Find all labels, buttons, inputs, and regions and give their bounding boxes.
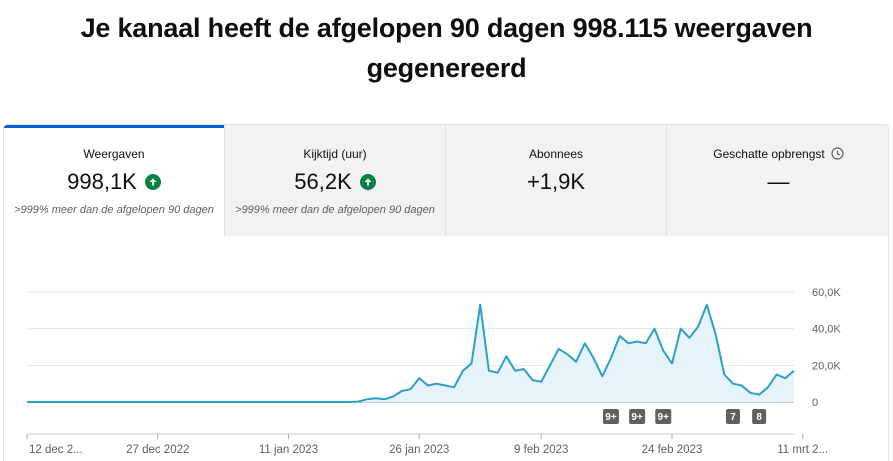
tab-label: Weergaven xyxy=(83,147,145,161)
tab-geschatte-opbrengst[interactable]: Geschatte opbrengst — xyxy=(666,125,888,236)
x-tick-label: 26 jan 2023 xyxy=(389,444,449,456)
y-tick-label: 0 xyxy=(812,397,818,409)
annotation-badge xyxy=(629,409,646,424)
tab-value: 998,1K xyxy=(67,169,137,194)
headline-line-2: gegenereerd xyxy=(366,53,527,83)
x-tick-label: 12 dec 2... xyxy=(29,444,83,456)
tab-abonnees[interactable]: Abonnees +1,9K xyxy=(445,125,666,236)
page-headline: Je kanaal heeft de afgelopen 90 dagen 99… xyxy=(0,8,893,88)
tab-label: Abonnees xyxy=(528,147,584,161)
analytics-card: Weergaven 998,1K >999% meer dan de afgel… xyxy=(3,124,889,461)
annotation-badge xyxy=(602,409,619,424)
views-area xyxy=(27,304,794,402)
x-tick-label: 27 dec 2022 xyxy=(126,444,189,456)
metric-tabs: Weergaven 998,1K >999% meer dan de afgel… xyxy=(4,125,888,236)
arrow-up-icon xyxy=(144,174,161,190)
annotation-badge xyxy=(752,409,767,424)
x-tick-label: 11 mrt 2... xyxy=(777,444,828,456)
views-chart: 0 20,0K 40,0K 60,0K 9+ 9+ 9+ 7 8 12 dec 2... 27 de… xyxy=(4,236,888,461)
tab-weergaven[interactable]: Weergaven 998,1K >999% meer dan de afgel… xyxy=(4,125,224,236)
tab-value: 56,2K xyxy=(294,169,352,194)
annotation-badge-label: 9+ xyxy=(605,412,617,423)
annotation-badge-label: 8 xyxy=(756,412,762,423)
y-tick-label: 60,0K xyxy=(812,287,841,299)
annotation-badge xyxy=(655,409,672,424)
tab-change-text: >999% meer dan de afgelopen 90 dagen xyxy=(14,204,214,216)
views-line xyxy=(27,303,795,403)
tab-kijktijd[interactable]: Kijktijd (uur) 56,2K >999% meer dan de a… xyxy=(224,125,445,236)
views-chart-svg: 0 20,0K 40,0K 60,0K 9+ 9+ 9+ 7 8 12 dec 2... 27 de… xyxy=(26,287,841,456)
y-tick-label: 40,0K xyxy=(812,324,841,336)
tab-label: Kijktijd (uur) xyxy=(303,147,367,161)
tab-label: Geschatte opbrengst xyxy=(713,147,825,161)
arrow-up-icon xyxy=(359,174,376,190)
clock-icon xyxy=(831,147,844,160)
annotation-badge-label: 7 xyxy=(730,412,736,423)
tab-value-row: +1,9K xyxy=(446,169,666,195)
x-tick-label: 24 feb 2023 xyxy=(642,444,703,456)
tab-value: — xyxy=(767,169,790,194)
tab-value: +1,9K xyxy=(526,169,586,194)
annotation-badge xyxy=(725,409,740,424)
tab-value-row: 56,2K xyxy=(225,169,445,195)
tab-label-row: Geschatte opbrengst xyxy=(667,147,888,161)
tab-value-row: 998,1K xyxy=(4,169,224,195)
annotation-badge-label: 9+ xyxy=(658,412,670,423)
x-tick-label: 9 feb 2023 xyxy=(514,444,568,456)
tab-change-text: >999% meer dan de afgelopen 90 dagen xyxy=(235,204,435,216)
x-tick-label: 11 jan 2023 xyxy=(259,444,318,456)
tab-value-row: — xyxy=(667,169,888,195)
y-tick-label: 20,0K xyxy=(812,360,841,372)
annotation-badge-label: 9+ xyxy=(631,412,643,423)
headline-line-1: Je kanaal heeft de afgelopen 90 dagen 99… xyxy=(80,13,813,43)
